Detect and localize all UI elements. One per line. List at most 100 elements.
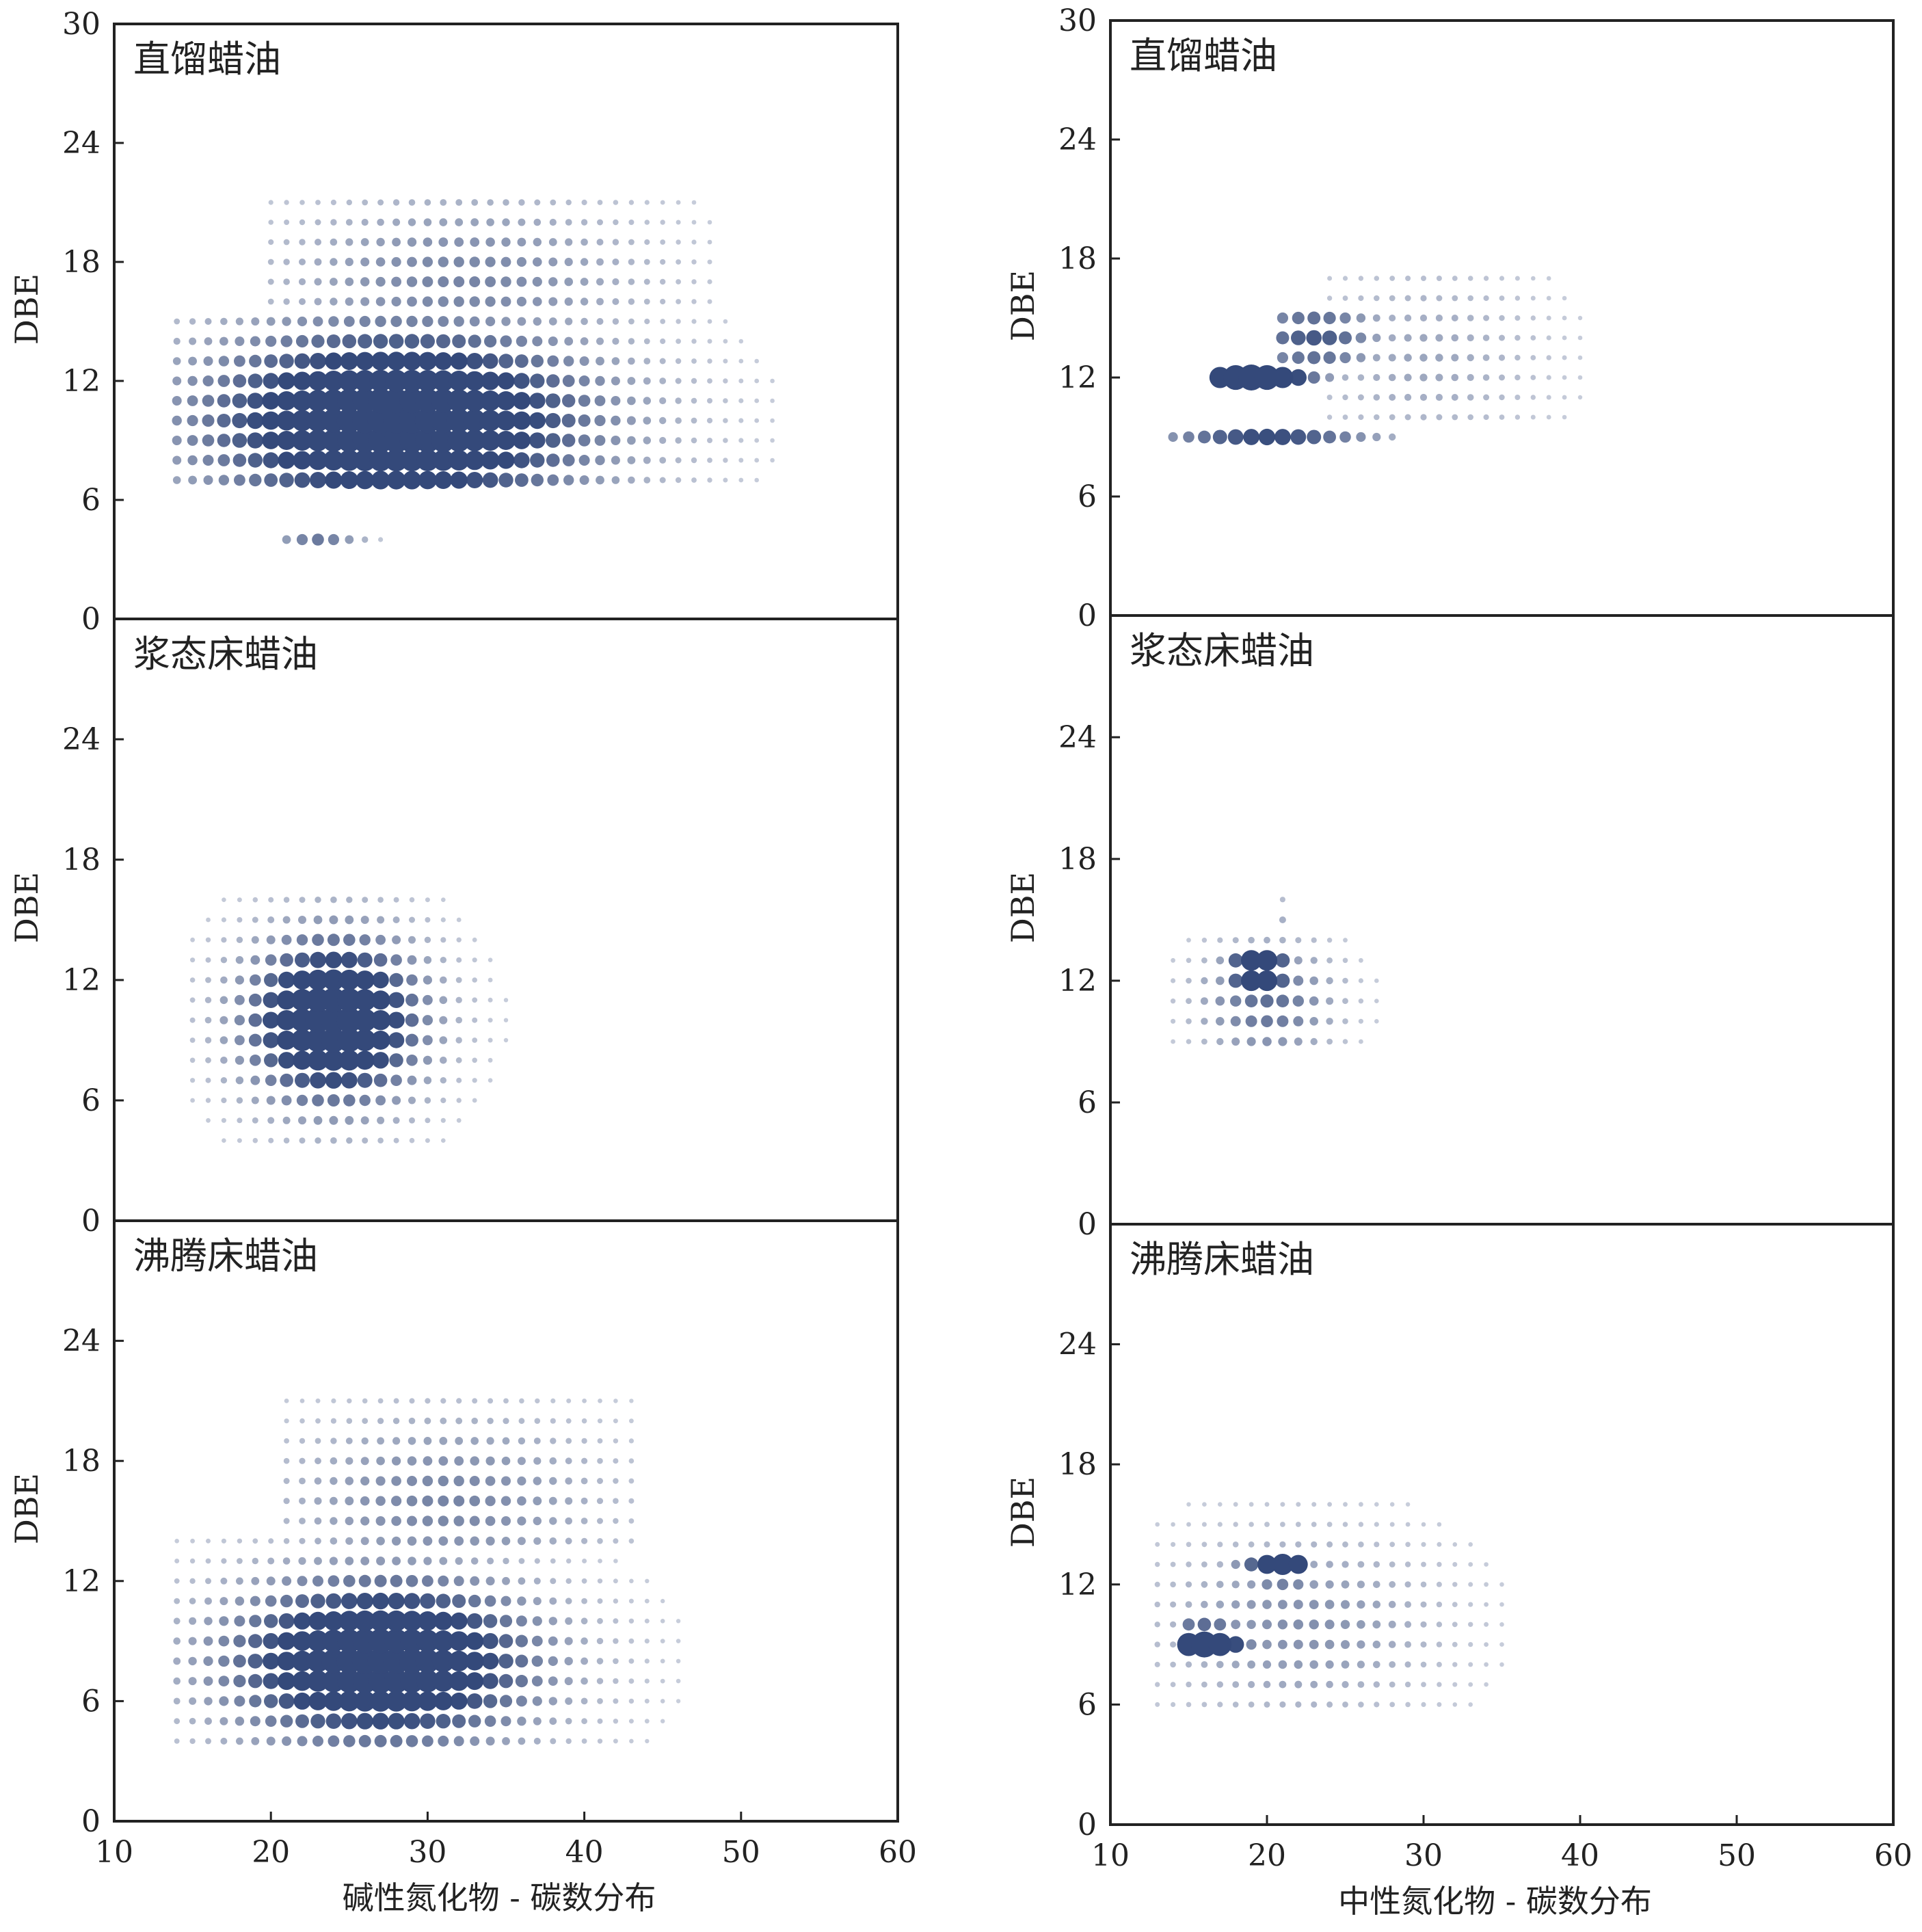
data-point (1483, 276, 1489, 281)
data-point (346, 1137, 353, 1144)
data-point (1436, 295, 1443, 302)
x-tick-label: 40 (565, 1835, 604, 1870)
data-point (293, 1692, 311, 1710)
data-point (296, 1094, 308, 1107)
data-point (1341, 1660, 1350, 1669)
data-point (293, 451, 312, 470)
y-tick-label: 6 (81, 1684, 101, 1719)
data-point (485, 276, 496, 287)
data-point (441, 1138, 446, 1143)
data-point (323, 969, 345, 991)
data-point (405, 1013, 419, 1027)
data-point (438, 1456, 449, 1466)
data-point (597, 1538, 603, 1544)
data-point (613, 1698, 619, 1704)
data-point (488, 977, 493, 983)
data-point (1155, 1682, 1160, 1687)
data-point (1404, 314, 1412, 322)
data-point (644, 200, 650, 205)
data-point (548, 257, 558, 267)
data-point (220, 1577, 228, 1585)
data-point (220, 957, 228, 964)
data-point (423, 956, 432, 964)
data-point (440, 1057, 447, 1064)
data-point (406, 1055, 418, 1066)
data-point (738, 398, 744, 403)
data-point (388, 1712, 405, 1730)
data-point (234, 1695, 245, 1707)
data-point (425, 1398, 431, 1404)
data-point (644, 318, 650, 325)
data-point (1279, 1541, 1286, 1548)
data-point (1272, 367, 1294, 388)
data-point (1356, 313, 1366, 323)
data-point (515, 1675, 529, 1688)
data-point (1389, 1702, 1396, 1708)
data-point (1514, 334, 1521, 341)
data-point (187, 395, 198, 406)
data-point (566, 1398, 572, 1403)
data-point (597, 1617, 603, 1624)
data-point (580, 238, 588, 246)
data-point (517, 1476, 526, 1486)
data-point (488, 1078, 493, 1083)
data-point (355, 1050, 375, 1070)
data-point (268, 897, 274, 903)
data-point (531, 1635, 543, 1647)
data-point (1231, 1660, 1240, 1669)
data-point (1372, 314, 1380, 322)
data-point (206, 1538, 211, 1544)
data-point (1357, 394, 1364, 401)
data-point (440, 957, 446, 964)
data-point (278, 1613, 295, 1629)
data-point (533, 1537, 542, 1545)
data-point (276, 1010, 297, 1031)
data-point (220, 976, 228, 984)
y-tick-label: 6 (81, 483, 101, 518)
data-point (188, 1677, 197, 1686)
data-point (484, 1715, 496, 1727)
data-point (675, 358, 682, 365)
data-point (644, 1598, 650, 1604)
data-point (1342, 1561, 1349, 1568)
data-point (613, 1638, 619, 1644)
data-point (1499, 315, 1505, 321)
data-point (1290, 429, 1307, 445)
data-point (533, 1577, 541, 1585)
data-point (284, 220, 290, 225)
data-point (248, 453, 263, 468)
data-point (1421, 276, 1426, 281)
data-point (565, 317, 573, 326)
data-point (529, 412, 546, 429)
data-point (470, 1456, 479, 1466)
data-point (596, 239, 604, 246)
data-point (691, 378, 697, 384)
data-point (564, 1637, 573, 1645)
data-point (564, 257, 573, 267)
data-point (1482, 334, 1490, 341)
data-point (581, 1738, 587, 1744)
data-point (485, 1736, 495, 1746)
data-point (1201, 1580, 1208, 1588)
data-point (597, 1418, 603, 1424)
data-point (252, 897, 258, 903)
data-point (1373, 1681, 1380, 1688)
data-point (277, 431, 297, 450)
data-point (1245, 1015, 1257, 1027)
data-point (1326, 1701, 1333, 1708)
data-point (358, 1734, 371, 1747)
data-point (1257, 1554, 1277, 1574)
data-point (337, 988, 362, 1012)
data-point (770, 418, 775, 423)
x-tick-label: 50 (722, 1835, 760, 1870)
data-point (433, 1691, 453, 1710)
data-point (1216, 1660, 1224, 1669)
data-point (345, 1537, 353, 1545)
data-point (278, 451, 295, 469)
data-point (675, 437, 682, 444)
data-point (438, 276, 449, 287)
data-point (1452, 1602, 1458, 1608)
data-point (1468, 1582, 1473, 1587)
data-point (533, 317, 542, 326)
